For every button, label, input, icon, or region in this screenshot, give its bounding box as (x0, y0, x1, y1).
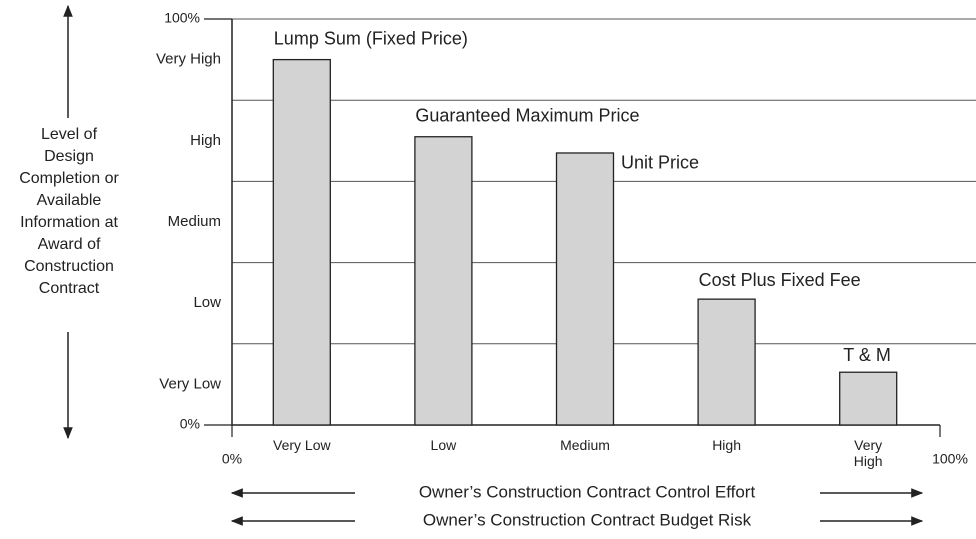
bar-label: Cost Plus Fixed Fee (699, 270, 861, 290)
bar (555, 152, 615, 426)
bar (272, 58, 331, 426)
x-tick-label: 100% (932, 451, 968, 467)
bar (414, 136, 473, 426)
y-level-label: Medium (168, 213, 221, 230)
x-axis-label: Owner’s Construction Contract Budget Ris… (423, 510, 752, 529)
bar-label: Lump Sum (Fixed Price) (274, 28, 468, 48)
y-level-label: Very Low (159, 375, 221, 392)
y-tick-label: 0% (180, 416, 200, 432)
y-tick-label: 100% (164, 10, 200, 26)
bar (697, 298, 756, 426)
y-level-label: High (190, 132, 221, 149)
y-level-label: Low (193, 294, 221, 311)
y-axis-label: Level of Design Completion or Available … (19, 126, 119, 297)
bar-label: T & M (843, 345, 891, 365)
x-tick-label: Very High (853, 437, 883, 469)
x-axis-label: Owner’s Construction Contract Control Ef… (419, 482, 756, 501)
x-tick-label: High (712, 437, 741, 453)
y-level-label: Very High (156, 51, 221, 68)
bar (839, 371, 898, 426)
x-tick-label: 0% (222, 451, 242, 467)
x-tick-label: Medium (560, 437, 610, 453)
x-tick-label: Very Low (273, 437, 331, 453)
x-tick-label: Low (430, 437, 457, 453)
bar-label: Guaranteed Maximum Price (415, 105, 639, 125)
bar-label: Unit Price (621, 153, 699, 173)
